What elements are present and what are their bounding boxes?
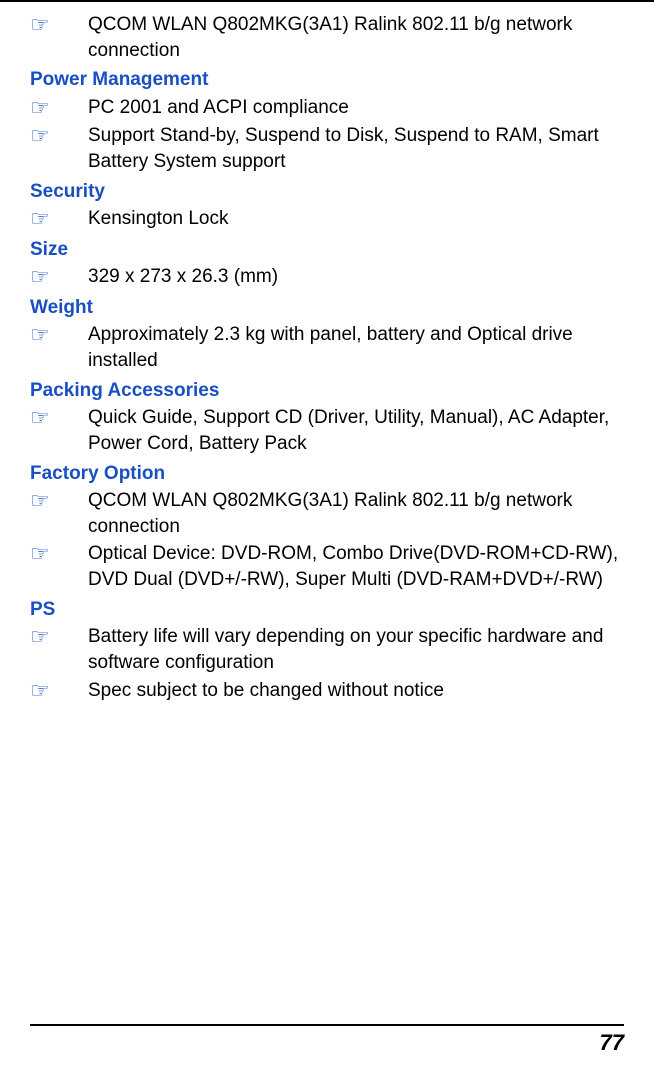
bullet-icon: ☞: [30, 123, 88, 149]
section-heading: Power Management: [30, 67, 624, 93]
list-item: ☞Support Stand-by, Suspend to Disk, Susp…: [30, 123, 624, 174]
list-item-text: 329 x 273 x 26.3 (mm): [88, 264, 624, 290]
list-item-text: QCOM WLAN Q802MKG(3A1) Ralink 802.11 b/g…: [88, 12, 624, 63]
section-heading: Security: [30, 179, 624, 205]
list-item: ☞QCOM WLAN Q802MKG(3A1) Ralink 802.11 b/…: [30, 488, 624, 539]
list-item-text: Kensington Lock: [88, 206, 624, 232]
content: ☞QCOM WLAN Q802MKG(3A1) Ralink 802.11 b/…: [30, 12, 624, 704]
bullet-icon: ☞: [30, 624, 88, 650]
list-item-text: Quick Guide, Support CD (Driver, Utility…: [88, 405, 624, 456]
bullet-icon: ☞: [30, 678, 88, 704]
section-heading: Size: [30, 237, 624, 263]
bullet-icon: ☞: [30, 95, 88, 121]
list-item: ☞Kensington Lock: [30, 206, 624, 232]
page: ☞QCOM WLAN Q802MKG(3A1) Ralink 802.11 b/…: [0, 0, 654, 1076]
list-item: ☞329 x 273 x 26.3 (mm): [30, 264, 624, 290]
list-item: ☞QCOM WLAN Q802MKG(3A1) Ralink 802.11 b/…: [30, 12, 624, 63]
bullet-icon: ☞: [30, 12, 88, 38]
list-item: ☞Quick Guide, Support CD (Driver, Utilit…: [30, 405, 624, 456]
list-item-text: PC 2001 and ACPI compliance: [88, 95, 624, 121]
list-item: ☞Spec subject to be changed without noti…: [30, 678, 624, 704]
list-item: ☞PC 2001 and ACPI compliance: [30, 95, 624, 121]
bullet-icon: ☞: [30, 322, 88, 348]
bullet-icon: ☞: [30, 264, 88, 290]
list-item-text: Spec subject to be changed without notic…: [88, 678, 624, 704]
section-heading: PS: [30, 597, 624, 623]
list-item-text: Approximately 2.3 kg with panel, battery…: [88, 322, 624, 373]
list-item-text: Support Stand-by, Suspend to Disk, Suspe…: [88, 123, 624, 174]
bullet-icon: ☞: [30, 541, 88, 567]
bullet-icon: ☞: [30, 405, 88, 431]
list-item: ☞Approximately 2.3 kg with panel, batter…: [30, 322, 624, 373]
list-item-text: QCOM WLAN Q802MKG(3A1) Ralink 802.11 b/g…: [88, 488, 624, 539]
page-footer: 77: [30, 1024, 624, 1056]
section-heading: Weight: [30, 295, 624, 321]
list-item: ☞Optical Device: DVD-ROM, Combo Drive(DV…: [30, 541, 624, 592]
page-number: 77: [600, 1030, 624, 1055]
list-item-text: Optical Device: DVD-ROM, Combo Drive(DVD…: [88, 541, 624, 592]
section-heading: Factory Option: [30, 461, 624, 487]
bullet-icon: ☞: [30, 488, 88, 514]
section-heading: Packing Accessories: [30, 378, 624, 404]
list-item: ☞Battery life will vary depending on you…: [30, 624, 624, 675]
list-item-text: Battery life will vary depending on your…: [88, 624, 624, 675]
bullet-icon: ☞: [30, 206, 88, 232]
